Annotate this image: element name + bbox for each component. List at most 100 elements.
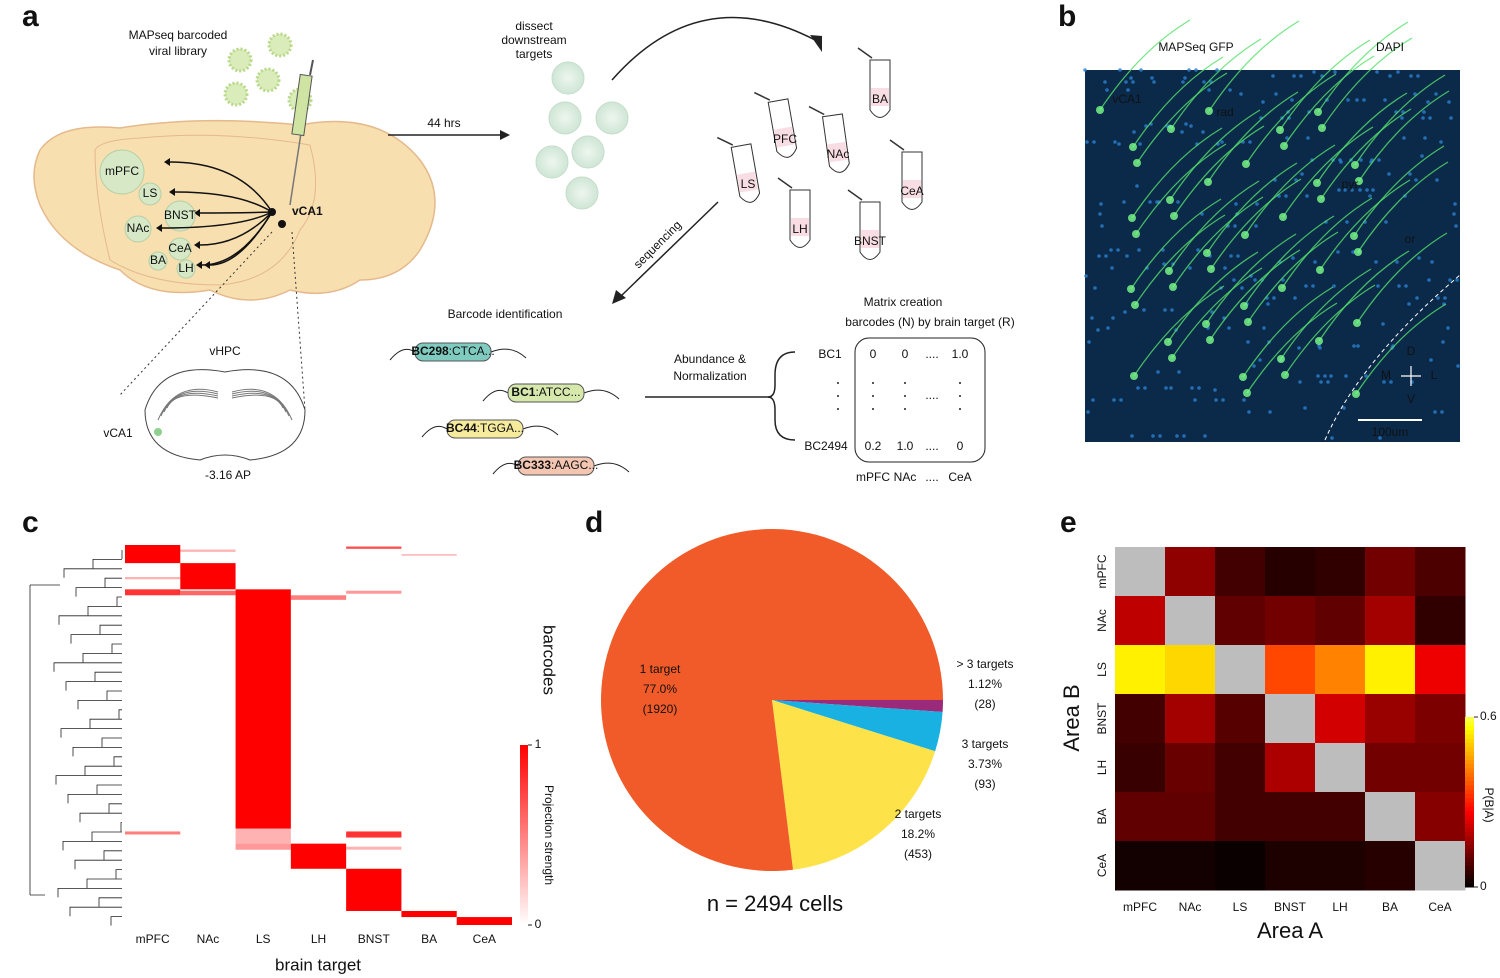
heat-block xyxy=(456,917,512,925)
nucleus xyxy=(1427,278,1431,282)
hippocampus xyxy=(166,394,219,409)
nucleus xyxy=(1387,172,1391,176)
nucleus xyxy=(1396,70,1400,74)
nucleus xyxy=(1221,398,1225,402)
matrix-value: .... xyxy=(925,439,938,453)
neuron xyxy=(1319,179,1411,271)
neuron xyxy=(1207,91,1299,183)
colorbar-step xyxy=(1465,729,1474,735)
soma xyxy=(1096,106,1104,114)
neuron xyxy=(1171,267,1263,359)
axon xyxy=(209,211,273,266)
neuron xyxy=(1317,21,1409,113)
barcode-id: BC44 xyxy=(446,421,477,435)
nucleus xyxy=(1378,436,1382,440)
barcode-box xyxy=(507,383,585,403)
time-label: 44 hrs xyxy=(427,116,460,130)
nucleus xyxy=(1326,380,1330,384)
axon-terminal xyxy=(194,241,200,249)
nucleus xyxy=(1177,370,1181,374)
nucleus xyxy=(1414,178,1418,182)
nucleus xyxy=(1112,398,1116,402)
syringe-plunger xyxy=(309,59,314,76)
nucleus xyxy=(1122,200,1126,204)
dendrogram xyxy=(110,916,122,926)
hippocampus xyxy=(231,392,287,413)
nucleus xyxy=(1163,308,1167,312)
nucleus xyxy=(1129,76,1133,80)
matrix-cell xyxy=(1415,645,1466,695)
soma xyxy=(1353,319,1361,327)
dendrogram xyxy=(60,728,122,738)
barcode-seq: :TGGA... xyxy=(477,421,524,435)
soma xyxy=(1204,178,1212,186)
soma xyxy=(1279,213,1287,221)
dendrogram xyxy=(115,869,122,879)
nucleus xyxy=(1229,254,1233,258)
slice-value-label: 18.2% xyxy=(901,827,935,841)
soma xyxy=(1242,160,1250,168)
nucleus xyxy=(1137,248,1141,252)
colorbar-step xyxy=(1465,721,1474,726)
nucleus xyxy=(1169,386,1173,390)
soma xyxy=(1166,196,1174,204)
nucleus xyxy=(1268,410,1272,414)
virus xyxy=(267,32,293,58)
barcode-seq: :AAGC... xyxy=(551,458,598,472)
neuron xyxy=(1281,197,1373,289)
matrix-cell xyxy=(1115,792,1166,842)
matrix-column-label: mPFC xyxy=(856,470,890,484)
nucleus xyxy=(1162,262,1166,266)
matrix-cell xyxy=(1365,743,1416,793)
dendrogram xyxy=(58,615,122,625)
soma xyxy=(1241,231,1249,239)
nucleus xyxy=(1350,188,1354,192)
x-tick-label: LS xyxy=(256,932,271,946)
soma xyxy=(1280,142,1288,150)
soma xyxy=(1318,124,1326,132)
nucleus xyxy=(1375,70,1379,74)
nucleus xyxy=(1099,202,1103,206)
colorbar-step xyxy=(1465,734,1474,739)
axon xyxy=(161,211,273,229)
slice-value-label: 1.12% xyxy=(968,677,1002,691)
layer-label: pyr xyxy=(1342,177,1359,191)
matrix-cell xyxy=(1265,792,1316,842)
barcode-seq: :ATCC... xyxy=(535,385,580,399)
region-label: LH xyxy=(178,261,193,275)
nucleus xyxy=(1388,74,1392,78)
heat-block xyxy=(235,843,291,850)
soma xyxy=(1276,126,1284,134)
neuron xyxy=(1132,56,1224,148)
dendrogram xyxy=(82,653,122,663)
region-label: LS xyxy=(143,186,158,200)
matrix-dot xyxy=(959,395,961,397)
nucleus xyxy=(1377,158,1381,162)
dendrogram xyxy=(75,587,122,597)
nucleus xyxy=(1104,254,1108,258)
neuron xyxy=(1244,144,1336,236)
nucleus xyxy=(1156,370,1160,374)
dissect-label: downstream xyxy=(501,33,566,47)
nucleus xyxy=(1180,130,1184,134)
matrix-column-label: NAc xyxy=(894,470,917,484)
neuron xyxy=(1209,249,1301,341)
colorbar-step xyxy=(1465,780,1474,786)
matrix-cell xyxy=(1265,596,1316,646)
matrix-value: .... xyxy=(925,347,938,361)
tube xyxy=(753,91,798,158)
nucleus xyxy=(1336,250,1340,254)
nucleus xyxy=(1236,254,1240,258)
nucleus xyxy=(1332,284,1336,288)
nucleus xyxy=(1143,386,1147,390)
barcode-label: BC333:AAGC... xyxy=(514,458,599,472)
syringe-barrel xyxy=(291,73,313,137)
nucleus xyxy=(1271,74,1275,78)
matrix-dot xyxy=(837,408,839,410)
nucleus xyxy=(1434,92,1438,96)
nucleus xyxy=(1262,326,1266,330)
panel-label: a xyxy=(22,0,39,33)
barcode-label: BC44:TGGA... xyxy=(446,421,524,435)
nucleus xyxy=(1227,326,1231,330)
matrix-value: .... xyxy=(925,388,938,402)
